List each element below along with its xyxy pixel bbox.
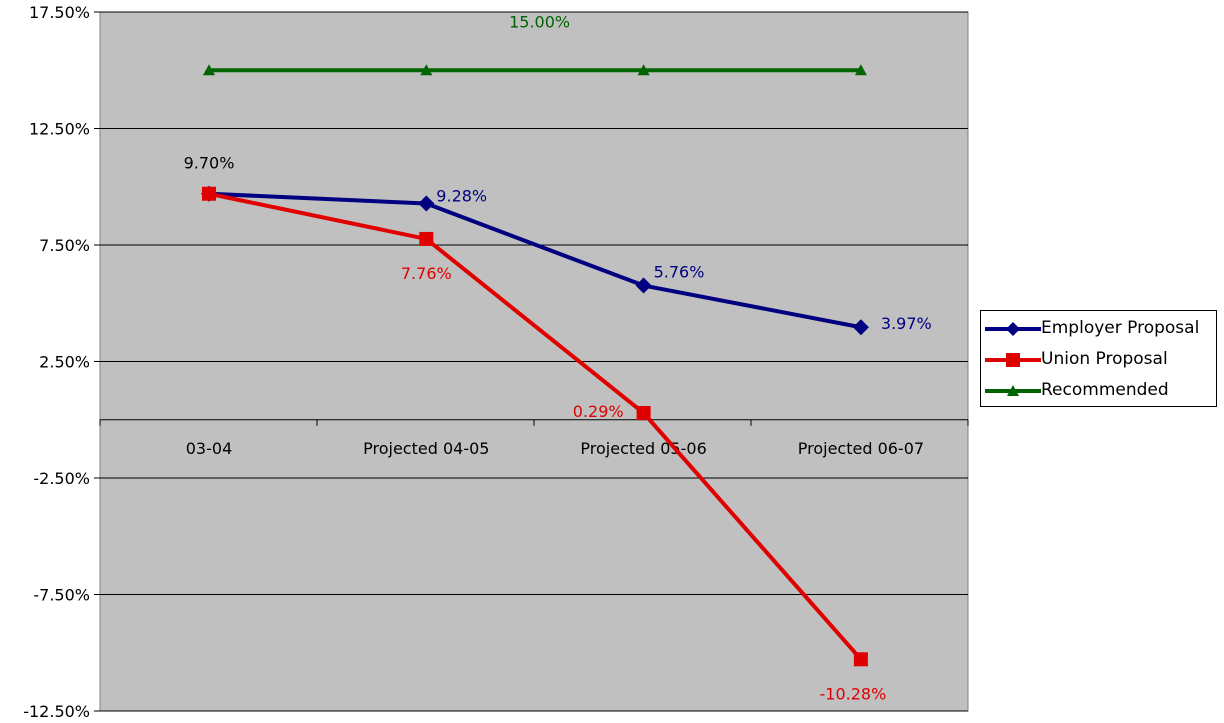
legend-label-recommended: Recommended: [1041, 380, 1169, 400]
legend-item-employer: Employer Proposal: [981, 313, 1216, 345]
y-tick-label: -12.50%: [23, 702, 90, 721]
data-label: 7.76%: [401, 264, 452, 283]
y-tick-label: 2.50%: [39, 353, 90, 372]
data-point-diamond: [418, 195, 435, 212]
y-tick-label: 7.50%: [39, 236, 90, 255]
y-axis-ticks: -12.50% -7.50% -2.50% 2.50% 7.50% 12.50% 17.50…: [23, 3, 100, 721]
x-tick-label: Projected 04-05: [363, 439, 489, 458]
y-tick-label: 12.50%: [29, 120, 90, 139]
series-group: [201, 64, 869, 667]
legend-marker-union: [985, 353, 1041, 367]
y-tick-label: -7.50%: [33, 586, 90, 605]
data-label: 5.76%: [654, 263, 705, 282]
legend-item-recommended: Recommended: [981, 375, 1216, 407]
data-point-square: [419, 231, 434, 246]
legend-marker-recommended: [985, 385, 1041, 396]
series-line: [208, 191, 863, 661]
data-label: 0.29%: [573, 402, 624, 421]
data-label: 3.97%: [881, 314, 932, 333]
data-point-square: [853, 652, 868, 667]
legend-marker-employer: [985, 322, 1041, 336]
data-label: 9.70%: [184, 154, 235, 173]
data-label: 15.00%: [509, 12, 570, 31]
legend: Employer Proposal Union Proposal Recomme…: [980, 310, 1217, 407]
legend-item-union: Union Proposal: [981, 344, 1216, 376]
data-labels: 9.28% 5.76% 3.97% 9.70% 7.76% 0.29% -10.28% 15.…: [184, 12, 932, 703]
y-tick-label: -2.50%: [33, 469, 90, 488]
x-tick-label: Projected 05-06: [580, 439, 706, 458]
x-axis: 03-04 Projected 04-05 Projected 05-06 Proje…: [99, 419, 969, 458]
data-point-square: [202, 186, 216, 201]
y-tick-label: 17.50%: [29, 3, 90, 22]
data-point-triangle: [637, 64, 650, 76]
data-point-triangle: [203, 64, 215, 76]
data-point-square: [636, 405, 651, 420]
series-line: [208, 191, 862, 330]
legend-label-union: Union Proposal: [1041, 349, 1168, 369]
data-point-diamond: [852, 319, 869, 336]
data-point-triangle: [420, 64, 433, 76]
data-point-diamond: [635, 277, 652, 294]
data-label: -10.28%: [820, 684, 887, 703]
x-tick-label: Projected 06-07: [798, 439, 924, 458]
data-point-triangle: [854, 64, 867, 76]
x-tick-label: 03-04: [186, 439, 233, 458]
data-label: 9.28%: [436, 187, 487, 206]
legend-label-employer: Employer Proposal: [1041, 318, 1200, 338]
